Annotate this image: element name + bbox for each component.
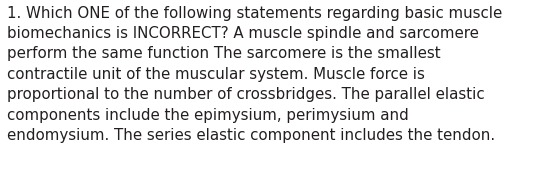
Text: 1. Which ONE of the following statements regarding basic muscle
biomechanics is : 1. Which ONE of the following statements… xyxy=(7,6,503,143)
